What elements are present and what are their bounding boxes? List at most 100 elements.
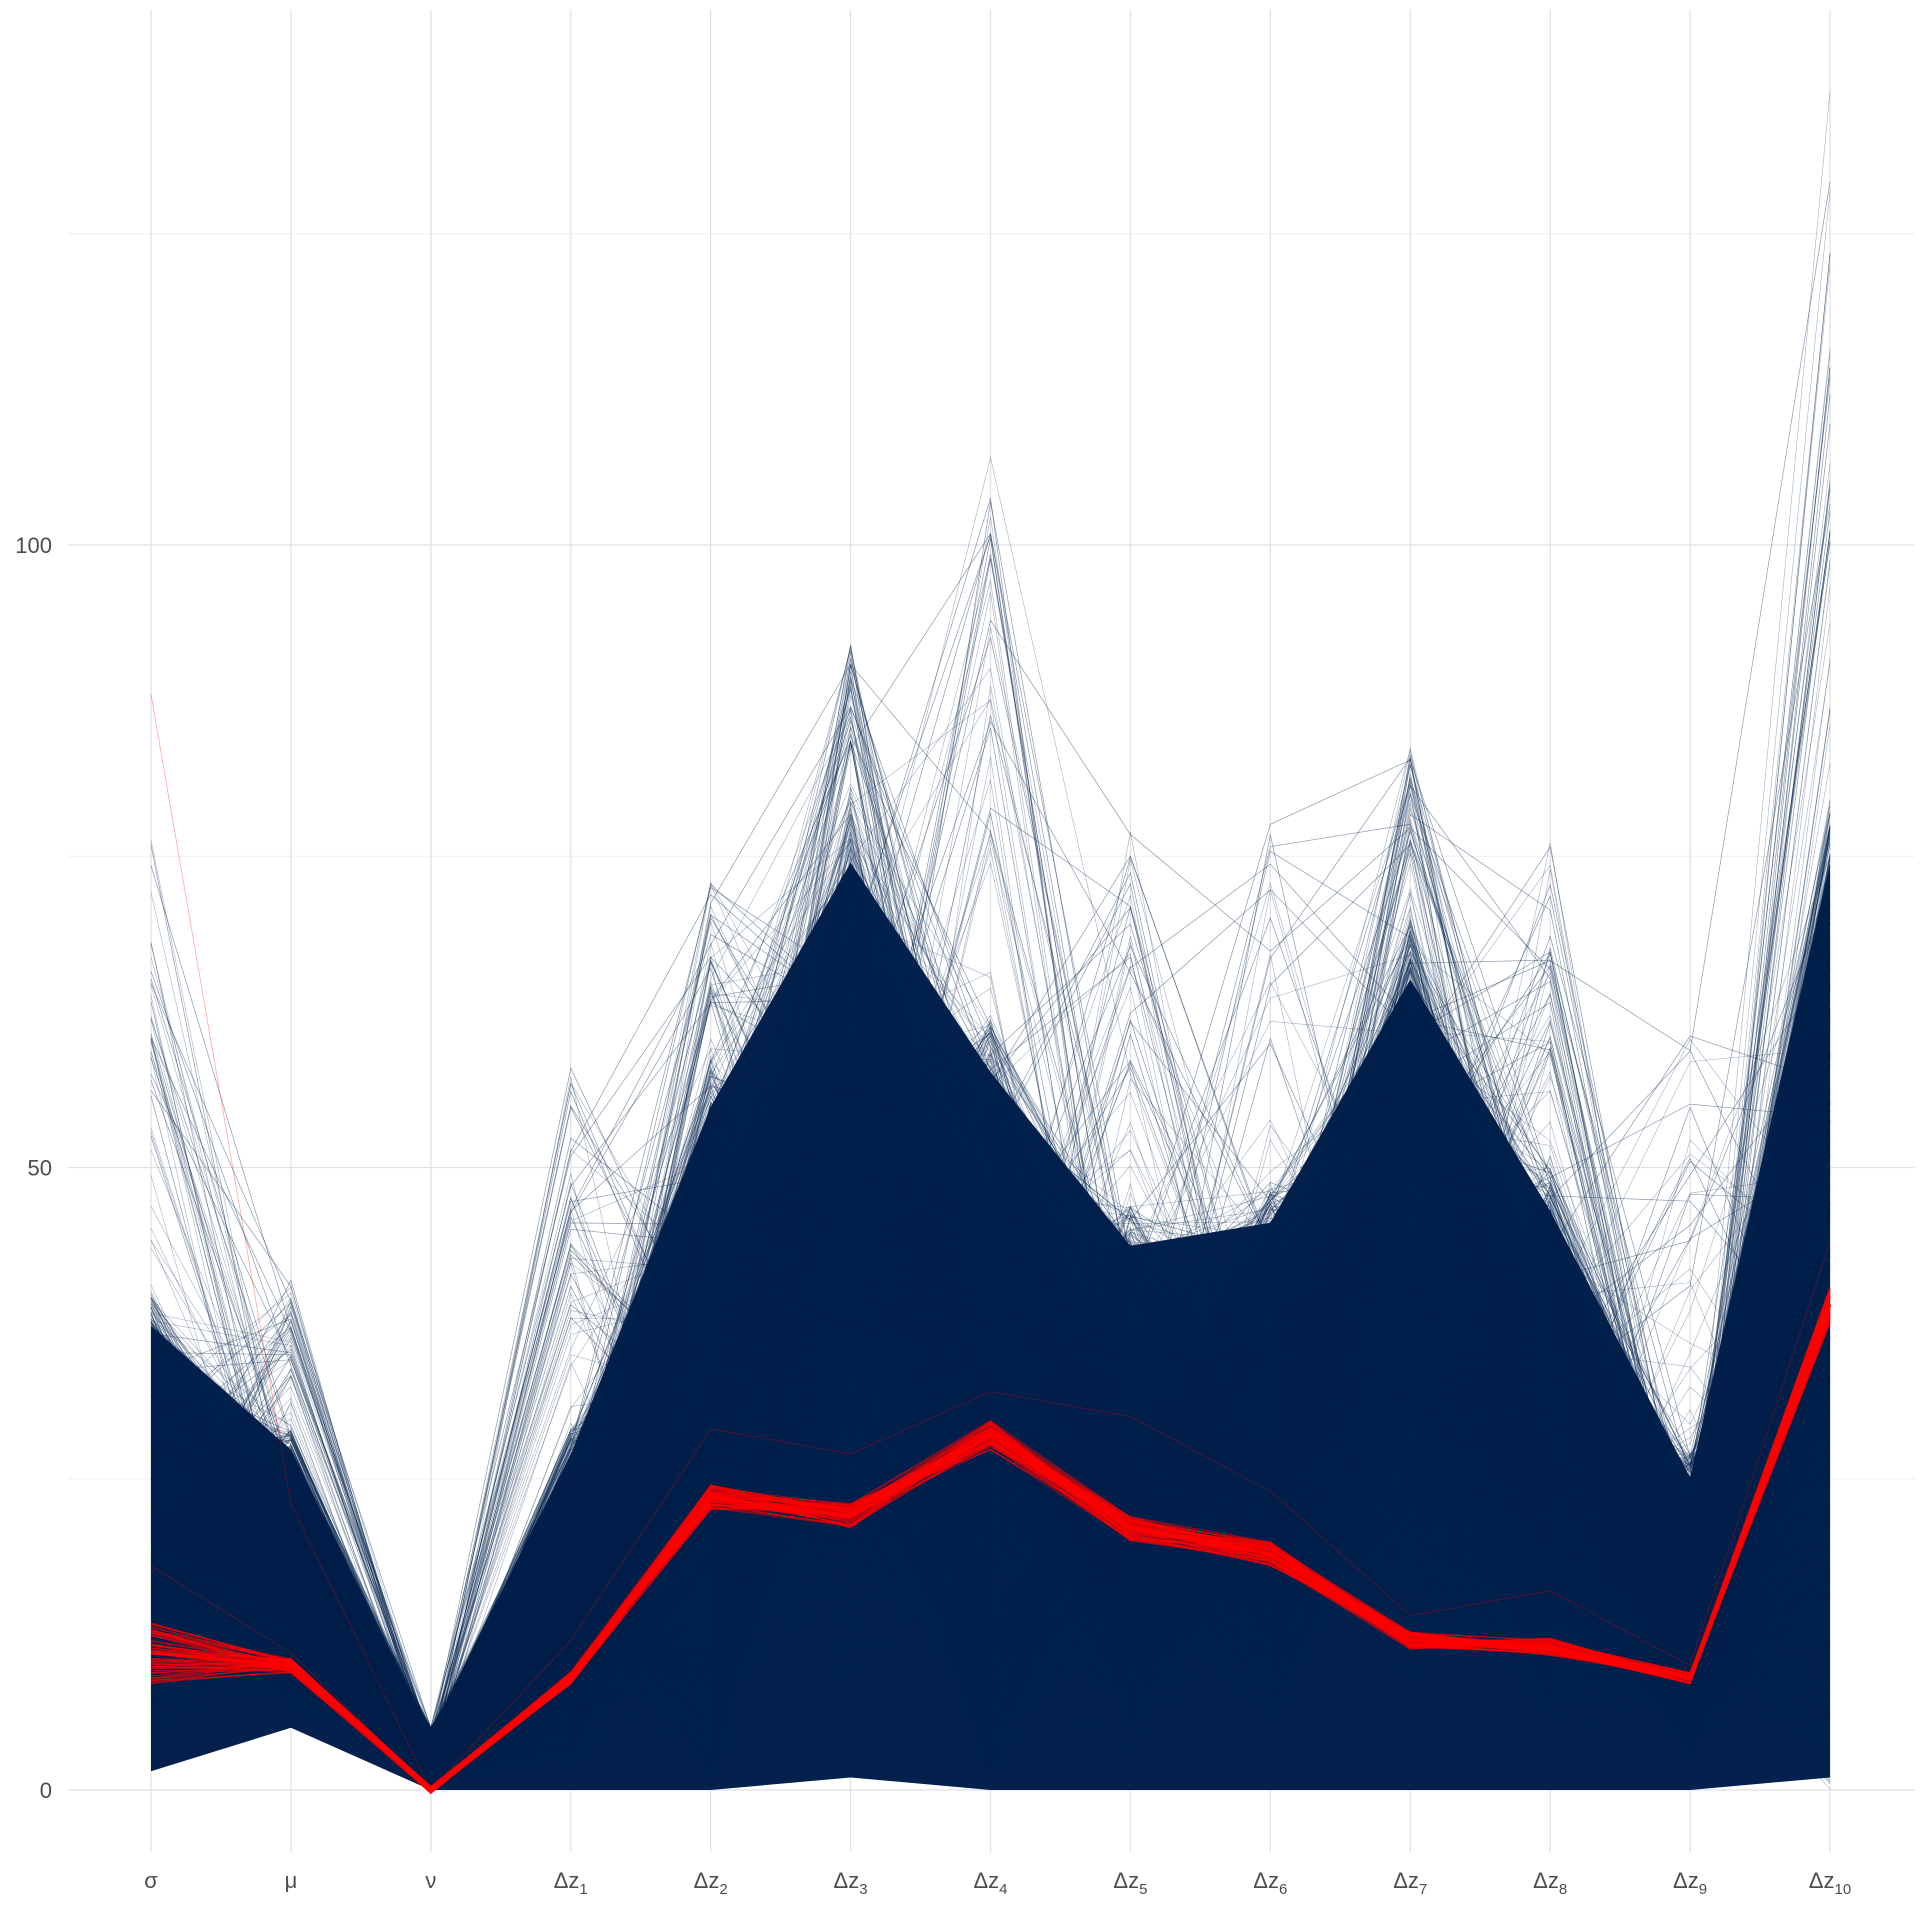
navy-series-line <box>150 864 1831 1734</box>
navy-series-line <box>150 1258 1831 1732</box>
navy-series-line <box>150 1028 1831 1751</box>
navy-series-line <box>150 963 1831 1775</box>
navy-series-line <box>150 1040 1831 1743</box>
navy-series-line <box>150 834 1831 1753</box>
navy-series-line <box>150 1257 1831 1752</box>
navy-series-line <box>150 1355 1831 1744</box>
navy-series-line <box>150 1032 1831 1733</box>
navy-series-line <box>150 1422 1831 1762</box>
navy-series-line <box>150 1167 1831 1762</box>
navy-series-line <box>150 1286 1831 1762</box>
navy-series-line <box>150 1020 1831 1745</box>
navy-series-line <box>150 1135 1831 1782</box>
navy-series-line <box>150 950 1831 1738</box>
navy-series-line <box>150 838 1831 1737</box>
navy-series-line <box>150 939 1831 1765</box>
navy-series-line <box>150 1124 1831 1760</box>
navy-series-line <box>150 877 1831 1732</box>
navy-series-line <box>150 837 1831 1738</box>
navy-series-line <box>150 859 1831 1770</box>
navy-series-line <box>150 1007 1831 1761</box>
navy-series-line <box>150 1114 1831 1762</box>
navy-series-line <box>150 1191 1831 1759</box>
navy-series-line <box>150 1056 1831 1762</box>
navy-series-line <box>150 1180 1831 1781</box>
navy-series-line <box>150 1206 1831 1774</box>
navy-series-line <box>150 1209 1831 1765</box>
navy-series-line <box>150 1197 1831 1777</box>
navy-series-line <box>150 1167 1831 1763</box>
navy-series-line <box>150 1172 1831 1743</box>
navy-series-line <box>150 814 1831 1745</box>
navy-series-line <box>150 1122 1831 1729</box>
navy-series-line <box>150 839 1831 1755</box>
navy-series-line <box>150 842 1831 1781</box>
navy-series-line <box>150 1058 1831 1765</box>
navy-series-line <box>150 953 1831 1754</box>
navy-series-line <box>150 1192 1831 1758</box>
navy-dense-core <box>151 862 1830 1790</box>
navy-series-line <box>150 1316 1831 1776</box>
navy-series-line <box>150 1107 1831 1755</box>
navy-series-line <box>150 1145 1831 1746</box>
navy-series-line <box>150 1417 1831 1759</box>
navy-series-line <box>150 1195 1831 1759</box>
navy-series-line <box>150 1194 1831 1739</box>
navy-series-line <box>150 909 1831 1770</box>
navy-series-line <box>150 985 1831 1761</box>
navy-series-line <box>150 1010 1831 1742</box>
navy-series-line <box>150 936 1831 1732</box>
navy-series-line <box>150 1018 1831 1733</box>
navy-series-line <box>150 1032 1831 1765</box>
navy-series-line <box>150 1404 1831 1771</box>
navy-series-line <box>150 1056 1831 1743</box>
navy-series-line <box>150 1076 1831 1764</box>
navy-series-line <box>150 1242 1831 1755</box>
x-tick-subscript: 4 <box>999 1881 1007 1898</box>
x-tick-subscript: 10 <box>1835 1881 1852 1898</box>
navy-series-line <box>150 1329 1831 1776</box>
navy-series-line <box>150 986 1831 1743</box>
navy-series-line <box>150 1197 1831 1760</box>
navy-series-line <box>150 1091 1831 1772</box>
x-tick-main: Δz <box>1673 1868 1699 1893</box>
navy-series-line <box>150 1195 1831 1770</box>
navy-series-line <box>150 1177 1831 1743</box>
navy-series-line <box>150 1032 1831 1746</box>
navy-series-line <box>150 1246 1831 1751</box>
navy-series-line <box>150 1104 1831 1745</box>
navy-series-line <box>150 825 1831 1760</box>
x-tick-label: σ <box>144 1868 158 1893</box>
navy-series-line <box>150 1065 1831 1740</box>
navy-series-line <box>150 1349 1831 1765</box>
navy-series-line <box>150 1156 1831 1779</box>
navy-series-line <box>150 667 1831 1736</box>
navy-series-line <box>150 1265 1831 1751</box>
x-tick-label: Δz3 <box>834 1868 868 1898</box>
navy-series-line <box>150 1331 1831 1782</box>
navy-series-line <box>150 1093 1831 1750</box>
x-tick-label: Δz4 <box>973 1868 1007 1898</box>
navy-series-line <box>150 1179 1831 1751</box>
navy-series-line <box>150 695 1831 1758</box>
navy-series-line <box>150 1175 1831 1769</box>
navy-series-line <box>150 1119 1831 1743</box>
navy-series-line <box>150 678 1831 1773</box>
navy-series-line <box>150 857 1831 1758</box>
navy-series-line <box>150 1338 1831 1760</box>
x-tick-main: ν <box>425 1868 436 1893</box>
navy-series-line <box>150 840 1831 1764</box>
navy-series-line <box>150 1014 1831 1764</box>
navy-series-line <box>150 1247 1831 1737</box>
navy-series-line <box>150 898 1831 1736</box>
navy-series-line <box>150 937 1831 1760</box>
navy-series-line <box>150 926 1831 1761</box>
navy-series-line <box>150 1026 1831 1755</box>
navy-series-line <box>150 1047 1831 1740</box>
navy-series-line <box>150 190 1831 1762</box>
x-tick-subscript: 6 <box>1279 1881 1287 1898</box>
navy-series-line <box>150 962 1831 1763</box>
x-tick-subscript: 8 <box>1559 1881 1567 1898</box>
navy-series-line <box>150 1298 1831 1776</box>
navy-series-line <box>150 1117 1831 1782</box>
